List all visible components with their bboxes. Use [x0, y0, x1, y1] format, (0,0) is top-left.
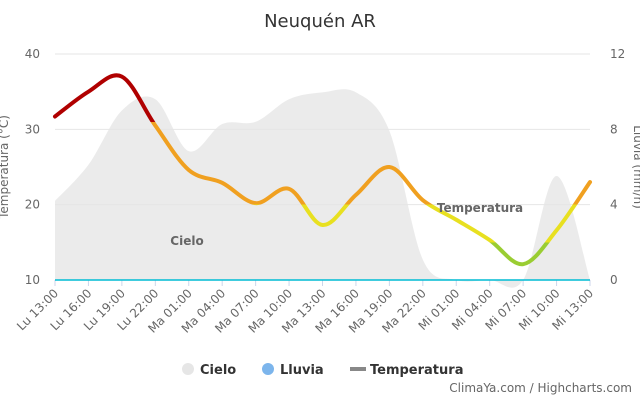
credit: ClimaYa.com / Highcharts.com: [449, 381, 632, 395]
y-axis-title: Temperatura (°C): [0, 115, 11, 220]
series-label: Temperatura: [437, 201, 523, 215]
legend-label: Cielo: [200, 363, 236, 378]
y-tick-label: 30: [25, 122, 40, 136]
temperature-line: [53, 73, 592, 267]
legend-label: Temperatura: [370, 363, 463, 378]
y2-tick-label: 12: [610, 47, 625, 61]
y2-tick-label: 0: [610, 273, 618, 287]
y2-tick-label: 8: [610, 122, 618, 136]
chart-title: Neuquén AR: [264, 11, 376, 32]
y-tick-label: 10: [25, 273, 40, 287]
series-label: Cielo: [170, 234, 203, 248]
legend-label: Lluvia: [280, 363, 324, 378]
y2-axis-title: Lluvia (mm/h): [631, 125, 640, 209]
cielo-area: [55, 89, 590, 288]
legend-symbol: [182, 363, 194, 375]
legend-symbol: [350, 367, 366, 371]
legend-symbol: [262, 363, 274, 375]
y2-tick-label: 4: [610, 198, 618, 212]
y-tick-label: 20: [25, 198, 40, 212]
y-tick-label: 40: [25, 47, 40, 61]
